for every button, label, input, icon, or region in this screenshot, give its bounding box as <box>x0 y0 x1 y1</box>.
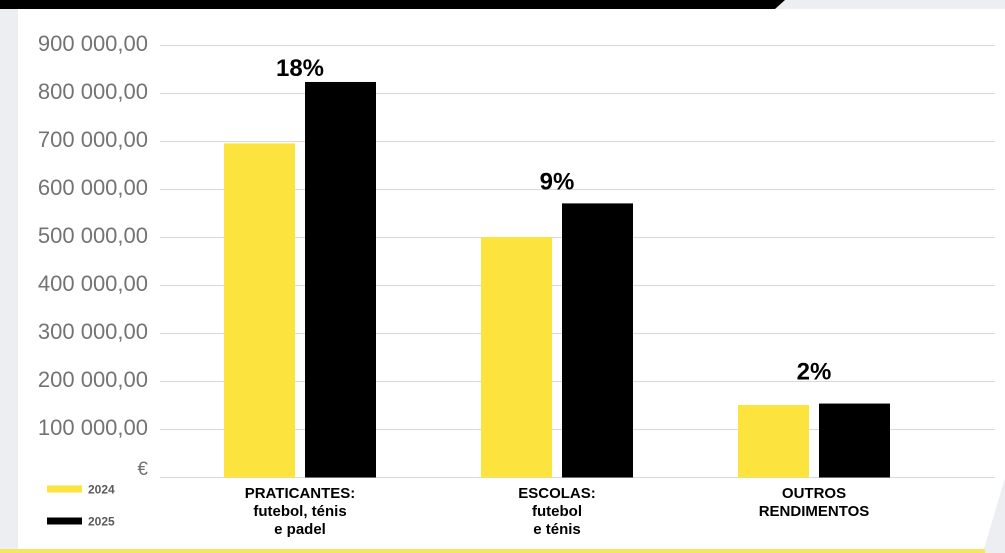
y-tick-label: 700 000,00 <box>38 127 148 152</box>
y-tick-label: 800 000,00 <box>38 79 148 104</box>
y-tick-label: 900 000,00 <box>38 31 148 56</box>
bar-2024-category-1 <box>481 237 552 478</box>
bar-2025-category-0 <box>305 81 376 478</box>
growth-labels: 18% 9% 2% <box>276 55 831 386</box>
y-axis-unit-label: € <box>137 459 148 480</box>
bar-2024-category-0 <box>224 143 295 478</box>
category-label: PRATICANTES: futebol, ténis e padel <box>244 485 356 538</box>
bar-2025-category-1 <box>562 203 633 478</box>
legend-label: 2025 <box>88 515 115 529</box>
y-tick-label: 100 000,00 <box>38 415 148 440</box>
category-label: OUTROS RENDIMENTOS <box>758 485 870 520</box>
growth-percent-label: 2% <box>797 359 832 386</box>
legend-label: 2024 <box>88 483 115 497</box>
category-label: ESCOLAS: futebol e ténis <box>518 485 596 538</box>
y-axis-labels: 100 000,00 200 000,00 300 000,00 400 000,00… <box>38 31 149 480</box>
bar-2025-category-2 <box>819 403 890 478</box>
legend-swatch <box>47 517 82 525</box>
y-tick-label: 400 000,00 <box>38 271 148 296</box>
legend: 2024 2025 <box>47 483 115 529</box>
header-band <box>0 0 785 9</box>
y-tick-label: 300 000,00 <box>38 319 148 344</box>
bars <box>224 81 890 478</box>
legend-swatch <box>47 485 82 493</box>
bottom-accent-line <box>0 549 985 553</box>
growth-percent-label: 18% <box>276 55 324 82</box>
bar-2024-category-2 <box>738 405 809 478</box>
y-tick-label: 500 000,00 <box>38 223 148 248</box>
growth-percent-label: 9% <box>540 168 575 195</box>
y-tick-label: 200 000,00 <box>38 367 148 392</box>
y-tick-label: 600 000,00 <box>38 175 148 200</box>
